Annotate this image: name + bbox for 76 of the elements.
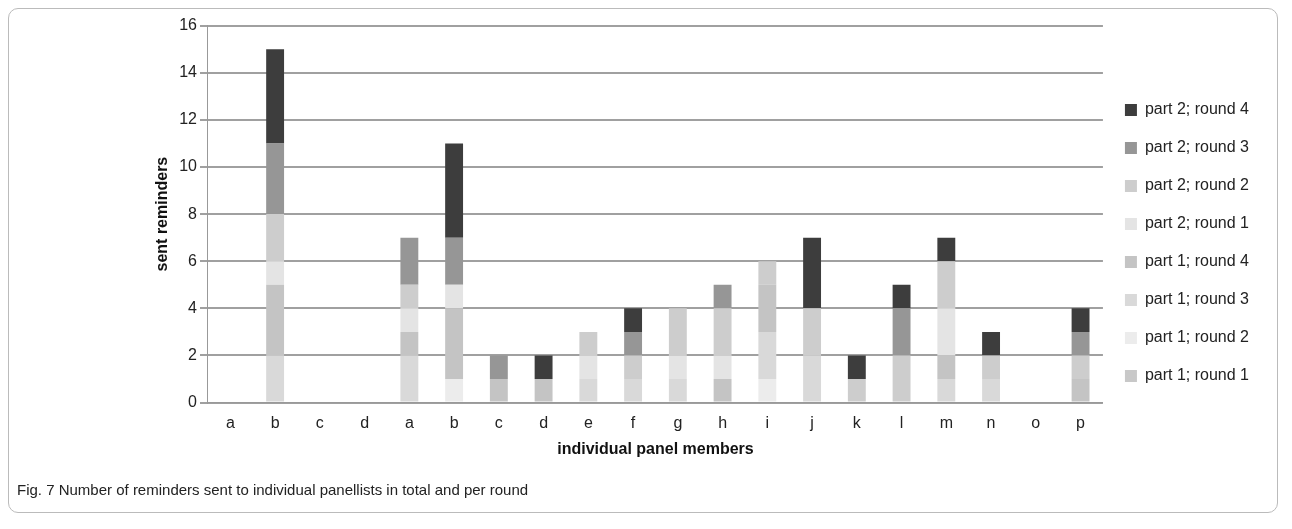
bar	[982, 331, 1001, 356]
x-tick-label: f	[630, 413, 636, 431]
y-tick-label: 12	[179, 110, 198, 128]
bar	[937, 379, 956, 402]
x-tick-label: h	[718, 413, 728, 431]
bar	[400, 284, 419, 309]
x-tick-label: d	[360, 413, 370, 431]
x-tick-label: a	[404, 413, 414, 431]
bar	[445, 379, 464, 402]
bar	[534, 355, 553, 380]
bar	[803, 237, 822, 309]
bar	[489, 379, 508, 402]
x-axis-title: individual panel members	[557, 439, 754, 457]
legend-label: part 2; round 1	[1144, 214, 1250, 232]
x-tick-label: g	[673, 413, 683, 431]
x-tick-label: i	[765, 413, 770, 431]
y-tick-label: 10	[179, 157, 198, 175]
bar	[266, 214, 285, 262]
bar	[758, 331, 777, 380]
bar	[713, 379, 732, 402]
bar	[445, 284, 464, 309]
bar	[892, 284, 911, 309]
bar	[400, 308, 419, 332]
x-tick-label: k	[852, 413, 862, 431]
x-tick-label: l	[899, 413, 904, 431]
legend-label: part 2; round 2	[1144, 176, 1250, 194]
bar	[937, 308, 956, 356]
legend-label: part 1; round 1	[1144, 366, 1250, 384]
bar	[1071, 308, 1090, 332]
legend-label: part 2; round 3	[1144, 138, 1250, 156]
bar	[847, 355, 866, 380]
x-tick-label: b	[270, 413, 280, 431]
y-tick-label: 4	[188, 298, 198, 316]
x-tick-label: p	[1076, 413, 1086, 431]
x-tick-label: n	[986, 413, 996, 431]
bar	[266, 355, 285, 402]
bar	[266, 49, 285, 144]
bar	[400, 355, 419, 402]
bar	[758, 379, 777, 402]
legend-label: part 1; round 3	[1144, 290, 1250, 308]
x-tick-label: c	[494, 413, 503, 431]
bar	[534, 379, 553, 402]
x-tick-label: m	[939, 413, 953, 431]
bar	[937, 355, 956, 380]
caption: Fig. 7 Number of reminders sent to individual panellists in total and per round	[17, 481, 529, 498]
bar	[266, 284, 285, 356]
y-tick-label: 2	[188, 345, 198, 363]
y-axis-title: sent reminders	[153, 156, 171, 272]
bar	[937, 261, 956, 309]
bar	[400, 331, 419, 356]
bar	[445, 308, 464, 380]
bar	[445, 143, 464, 238]
bar	[579, 331, 598, 356]
legend-label: part 1; round 2	[1144, 328, 1250, 346]
legend-label: part 1; round 4	[1144, 252, 1250, 270]
x-tick-label: j	[809, 413, 814, 431]
y-tick-label: 8	[188, 204, 198, 222]
bar	[937, 237, 956, 262]
bar	[266, 261, 285, 285]
x-tick-label: o	[1031, 413, 1041, 431]
y-tick-label: 14	[179, 63, 198, 81]
y-tick-label: 16	[179, 16, 198, 34]
bar	[847, 379, 866, 402]
bar	[892, 355, 911, 402]
y-tick-label: 0	[188, 393, 198, 411]
x-tick-label: b	[449, 413, 459, 431]
bar	[624, 308, 643, 332]
x-tick-label: e	[583, 413, 593, 431]
x-tick-label: d	[539, 413, 549, 431]
legend-label: part 2; round 4	[1144, 100, 1250, 118]
bar	[713, 355, 732, 380]
y-tick-label: 6	[188, 251, 198, 269]
x-tick-label: a	[225, 413, 235, 431]
bar	[668, 308, 687, 356]
bar	[713, 308, 732, 356]
x-tick-label: c	[315, 413, 324, 431]
